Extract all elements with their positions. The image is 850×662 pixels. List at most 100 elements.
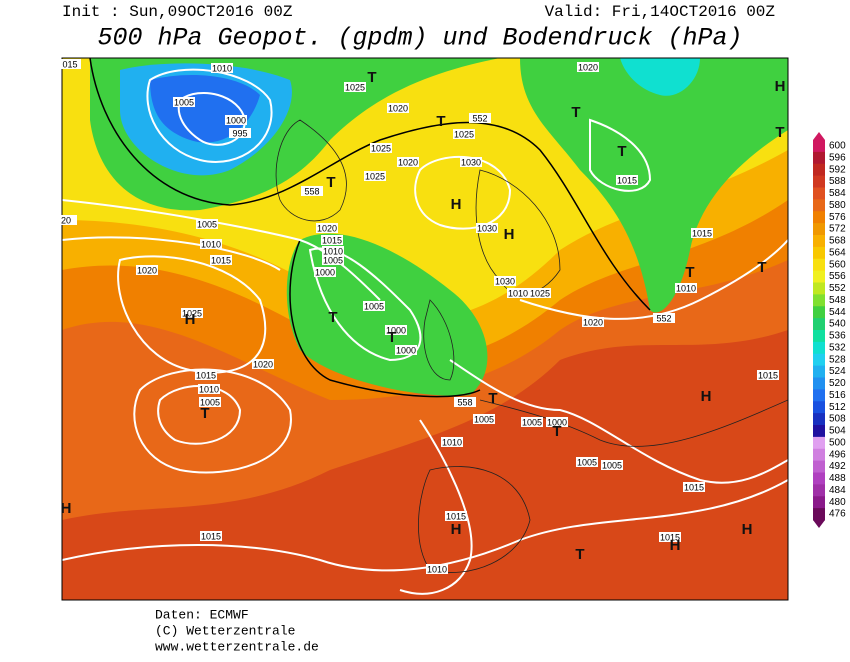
isobar-label-bg: [529, 288, 551, 298]
isobar-label: 995: [232, 128, 247, 138]
pressure-center: T: [685, 264, 694, 281]
pressure-center: H: [185, 311, 196, 328]
isobar-label-bg: [252, 359, 274, 369]
isobar-label-bg: [494, 276, 516, 286]
isobar-label: 1015: [758, 370, 778, 380]
copyright: (C) Wetterzentrale: [155, 623, 295, 638]
isobar-label: 1005: [364, 301, 384, 311]
colorbar-swatch: [813, 306, 825, 319]
isobar-label: 1005: [197, 219, 217, 229]
isobar-label-bg: [322, 255, 344, 265]
colorbar-swatch: [813, 140, 825, 153]
colorbar-top-arrow: [813, 132, 825, 140]
isobar-label: 1010: [199, 384, 219, 394]
isobar-label-bg: [426, 564, 448, 574]
colorbar-swatch: [813, 341, 825, 355]
isobar-label-bg: [200, 531, 222, 541]
pressure-center: T: [387, 329, 396, 346]
colorbar-swatch: [813, 353, 825, 367]
colorbar-label: 516: [829, 390, 846, 401]
colorbar-swatch: [813, 365, 825, 378]
isobar-label-bg: [370, 143, 392, 153]
isobar-label-bg: [385, 325, 407, 335]
isobar-label-bg: [675, 283, 697, 293]
isobar-label: 1015: [692, 228, 712, 238]
isobar-label: 1030: [477, 223, 497, 233]
colorbar-label: 564: [829, 247, 846, 258]
isobar-label: 1025: [454, 129, 474, 139]
isobar-label: 1010: [676, 283, 696, 293]
pressure-center: T: [617, 143, 626, 160]
isobar-label: 1015: [617, 175, 637, 185]
isobar-label: 1000: [315, 267, 335, 277]
isobar-label: 558: [457, 397, 472, 407]
isobar-label-bg: [460, 157, 482, 167]
colorbar-label: 492: [829, 461, 846, 472]
pressure-center: T: [571, 104, 580, 121]
isobar-label-bg: [454, 397, 476, 407]
isobar-label-bg: [445, 511, 467, 521]
isobar-label-bg: [59, 59, 81, 69]
isobar-label-bg: [200, 239, 222, 249]
isobar-label-bg: [601, 460, 623, 470]
isobar-label-bg: [546, 417, 568, 427]
colorbar-label: 524: [829, 366, 846, 377]
isobar-label-bg: [199, 397, 221, 407]
colorbar-label: 496: [829, 449, 846, 460]
isobar-label-bg: [136, 265, 158, 275]
isobar-label: 1005: [200, 397, 220, 407]
isobar-label-bg: [576, 457, 598, 467]
colorbar-label: 540: [829, 319, 846, 330]
map-frame: [61, 57, 789, 601]
colorbar-swatch: [813, 377, 825, 390]
colorbar-swatch: [813, 508, 825, 521]
pressure-center: T: [326, 174, 335, 191]
isobar-label: 1015: [684, 482, 704, 492]
isobar-label-bg: [577, 62, 599, 72]
pressure-center: T: [436, 113, 445, 130]
colorbar-label: 556: [829, 271, 846, 282]
colorbar-swatch: [813, 163, 825, 177]
isobar-label-bg: [616, 175, 638, 185]
pressure-center: T: [200, 405, 209, 422]
isobar-label-bg: [453, 129, 475, 139]
isobar-label-bg: [173, 97, 195, 107]
colorbar-swatch: [813, 496, 825, 509]
colorbar-swatch: [813, 175, 825, 188]
colorbar-swatch: [813, 436, 825, 450]
colorbar-label: 488: [829, 473, 846, 484]
colorbar-swatch: [813, 460, 825, 473]
website: www.wetterzentrale.de: [155, 639, 319, 654]
isobar-label-bg: [181, 308, 203, 318]
init-time: Init : Sun,09OCT2016 00Z: [62, 3, 293, 21]
isobar-label: 1005: [474, 414, 494, 424]
isobar-label-bg: [691, 228, 713, 238]
colorbar-swatch: [813, 401, 825, 414]
colorbar-label: 580: [829, 200, 846, 211]
isobar-label: 1030: [495, 276, 515, 286]
colorbar-label: 512: [829, 402, 846, 413]
colorbar-label: 600: [829, 141, 846, 152]
isobar-label: 1005: [174, 97, 194, 107]
isobar-label: 1000: [396, 345, 416, 355]
isobar-label-bg: [314, 267, 336, 277]
isobar-label-bg: [321, 235, 343, 245]
isobar-label-bg: [364, 171, 386, 181]
colorbar-swatch: [813, 413, 825, 426]
isobar-label: 1010: [442, 437, 462, 447]
isobar-label: 1025: [182, 308, 202, 318]
colorbar-label: 560: [829, 259, 846, 270]
colorbar-label: 568: [829, 236, 846, 247]
pressure-center: T: [367, 69, 376, 86]
isobar-label: 1025: [530, 288, 550, 298]
valid-time: Valid: Fri,14OCT2016 00Z: [545, 3, 776, 21]
data-source: Daten: ECMWF: [155, 607, 249, 622]
isobar-label-bg: [521, 417, 543, 427]
isobar-label: 1010: [212, 63, 232, 73]
colorbar-swatch: [813, 318, 825, 331]
isobar-label: 015: [62, 59, 77, 69]
colorbar-label: 592: [829, 164, 846, 175]
pressure-center: T: [757, 259, 766, 276]
isobar-label: 20: [61, 215, 71, 225]
